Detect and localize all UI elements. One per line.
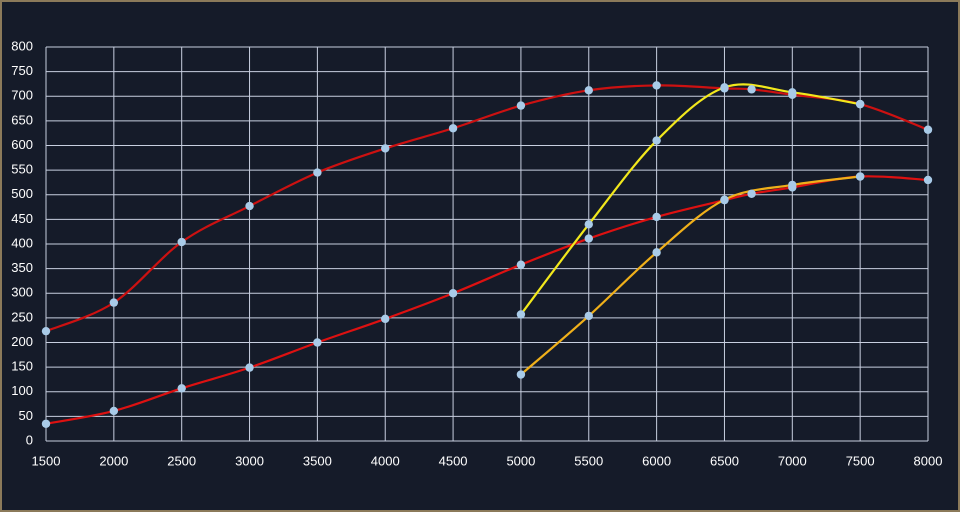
data-point bbox=[516, 310, 526, 319]
data-point bbox=[516, 260, 526, 269]
data-point bbox=[516, 370, 526, 379]
x-tick-label: 7000 bbox=[778, 453, 807, 468]
data-point bbox=[313, 338, 322, 347]
data-point bbox=[584, 311, 593, 321]
data-point bbox=[109, 298, 119, 307]
data-point bbox=[584, 234, 593, 243]
data-point bbox=[720, 195, 729, 204]
data-point bbox=[41, 419, 51, 428]
y-tick-label: 700 bbox=[11, 88, 33, 103]
data-point bbox=[448, 289, 458, 298]
y-tick-label: 100 bbox=[11, 383, 33, 398]
data-point bbox=[381, 144, 390, 153]
x-tick-label: 3000 bbox=[235, 453, 264, 468]
y-tick-label: 350 bbox=[11, 260, 33, 275]
data-point bbox=[245, 201, 254, 211]
data-point bbox=[313, 168, 322, 177]
x-tick-label: 6000 bbox=[642, 453, 671, 468]
data-point bbox=[41, 326, 51, 336]
y-tick-label: 600 bbox=[11, 137, 33, 152]
data-point bbox=[516, 101, 526, 110]
y-tick-label: 450 bbox=[11, 211, 33, 226]
x-tick-label: 5500 bbox=[574, 453, 603, 468]
y-tick-label: 250 bbox=[11, 309, 33, 324]
data-point bbox=[109, 406, 119, 416]
data-point bbox=[855, 99, 865, 109]
x-tick-label: 2000 bbox=[99, 453, 128, 468]
x-tick-label: 3500 bbox=[303, 453, 332, 468]
x-tick-label: 4500 bbox=[439, 453, 468, 468]
data-point bbox=[652, 212, 661, 222]
data-point bbox=[584, 220, 593, 229]
y-tick-label: 300 bbox=[11, 285, 33, 300]
x-tick-label: 2500 bbox=[167, 453, 196, 468]
y-tick-label: 150 bbox=[11, 359, 33, 374]
x-tick-label: 4000 bbox=[371, 453, 400, 468]
data-point bbox=[788, 180, 797, 190]
data-point bbox=[855, 172, 865, 181]
y-tick-label: 0 bbox=[26, 432, 33, 447]
data-point bbox=[245, 363, 254, 372]
x-tick-label: 1500 bbox=[32, 453, 61, 468]
data-point bbox=[747, 189, 756, 198]
data-point bbox=[720, 83, 729, 92]
data-point bbox=[788, 88, 797, 97]
data-point bbox=[448, 124, 458, 133]
data-point bbox=[177, 384, 186, 393]
y-tick-label: 200 bbox=[11, 334, 33, 349]
data-point bbox=[747, 85, 756, 94]
data-point bbox=[923, 125, 933, 134]
y-tick-label: 650 bbox=[11, 112, 33, 127]
y-tick-label: 400 bbox=[11, 235, 33, 250]
y-tick-label: 800 bbox=[11, 38, 33, 53]
data-point bbox=[381, 314, 390, 324]
data-point bbox=[652, 81, 661, 90]
data-point bbox=[652, 248, 661, 257]
y-tick-label: 500 bbox=[11, 186, 33, 201]
x-tick-label: 6500 bbox=[710, 453, 739, 468]
data-point bbox=[923, 175, 933, 185]
x-tick-label: 8000 bbox=[914, 453, 943, 468]
y-tick-label: 750 bbox=[11, 63, 33, 78]
y-tick-label: 50 bbox=[19, 408, 33, 423]
x-tick-label: 5000 bbox=[506, 453, 535, 468]
data-point bbox=[177, 237, 186, 247]
x-tick-label: 7500 bbox=[846, 453, 875, 468]
data-point bbox=[652, 136, 661, 145]
data-point bbox=[584, 86, 593, 95]
y-tick-label: 550 bbox=[11, 162, 33, 177]
